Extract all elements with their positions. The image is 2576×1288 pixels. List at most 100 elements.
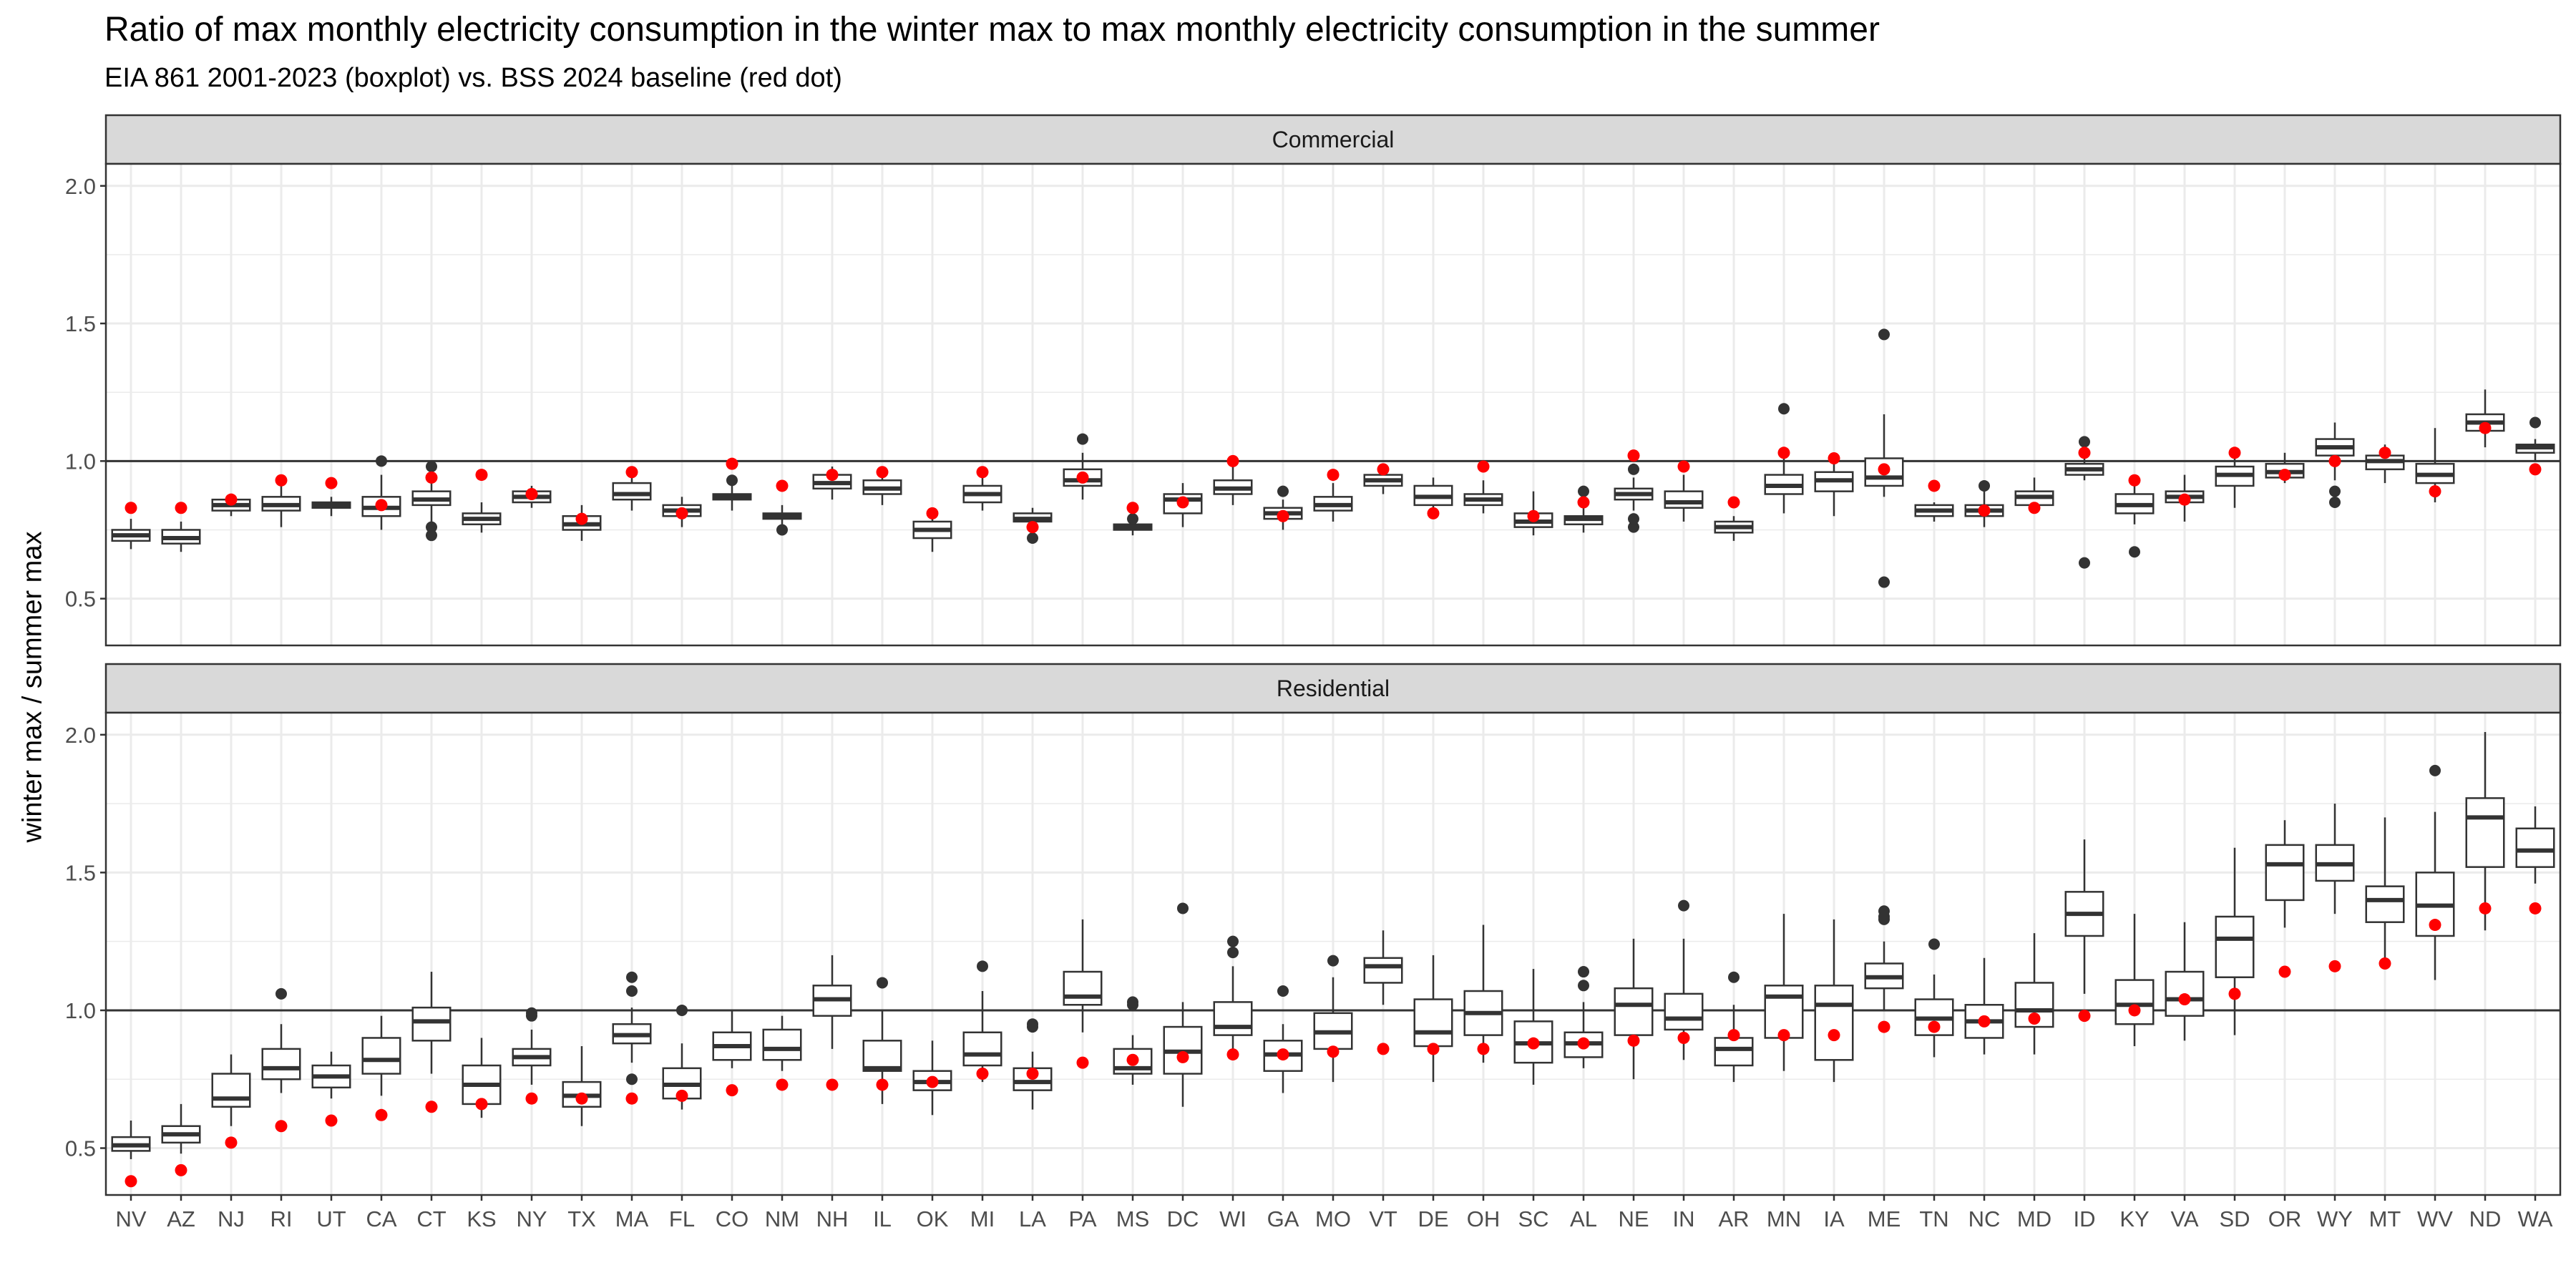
bss-baseline-dot-ca (375, 1108, 388, 1121)
x-tick-label: OK (917, 1206, 949, 1231)
x-tick-label: FL (669, 1206, 695, 1231)
bss-baseline-dot-ky (2128, 474, 2141, 487)
bss-baseline-dot-nc (1978, 1015, 1991, 1028)
outlier-wa (2529, 416, 2541, 429)
box-sd (2215, 915, 2255, 978)
box-wi (1213, 1001, 1253, 1036)
bss-baseline-dot-ut (325, 1114, 338, 1127)
y-tick-label: 1.5 (65, 311, 96, 336)
x-tick-label: NE (1618, 1206, 1649, 1231)
box-ia (1814, 985, 1854, 1061)
x-tick-label: TX (567, 1206, 596, 1231)
x-tick-label: DE (1418, 1206, 1448, 1231)
x-tick-label: ME (1868, 1206, 1901, 1231)
outlier-ar (1728, 971, 1740, 983)
bss-baseline-dot-co (726, 457, 738, 470)
x-tick-label: NV (115, 1206, 146, 1231)
bss-baseline-dot-wi (1226, 454, 1239, 467)
x-tick-label: NH (816, 1206, 849, 1231)
outlier-al (1578, 966, 1589, 978)
y-tick-label: 0.5 (65, 1136, 96, 1161)
box-ca (361, 1037, 401, 1075)
x-tick-label: IL (873, 1206, 892, 1231)
x-tick-label: IA (1823, 1206, 1845, 1231)
box-or (2265, 844, 2305, 902)
bss-baseline-dot-sd (2228, 987, 2241, 1000)
x-tick-label: IN (1673, 1206, 1695, 1231)
panel-border (104, 162, 2562, 647)
bss-baseline-dot-ok (926, 507, 939, 519)
bss-baseline-dot-tx (575, 1092, 588, 1105)
bss-baseline-dot-fl (675, 507, 688, 519)
bss-baseline-dot-ks (475, 1098, 488, 1111)
outlier-ms (1127, 513, 1138, 525)
x-tick-label: TN (1919, 1206, 1948, 1231)
bss-baseline-dot-ga (1277, 509, 1289, 522)
box-in (1664, 992, 1704, 1031)
x-tick-label: ID (2074, 1206, 2096, 1231)
bss-baseline-dot-la (1026, 521, 1039, 534)
bss-baseline-dot-co (726, 1084, 738, 1097)
bss-baseline-dot-mn (1777, 1029, 1790, 1042)
bss-baseline-dot-ri (275, 474, 288, 487)
y-tick-label: 0.5 (65, 587, 96, 612)
bss-baseline-dot-oh (1477, 1043, 1490, 1055)
y-tick-label: 1.0 (65, 998, 96, 1023)
bss-baseline-dot-ms (1126, 502, 1139, 514)
x-tick-label: PA (1068, 1206, 1096, 1231)
outlier-fl (676, 1004, 688, 1016)
bss-baseline-dot-ma (625, 1092, 638, 1105)
x-tick-label: GA (1267, 1206, 1299, 1231)
x-tick-label: VT (1369, 1206, 1397, 1231)
bss-baseline-dot-nd (2479, 421, 2492, 434)
outlier-wy (2329, 485, 2341, 497)
bss-baseline-dot-wv (2429, 485, 2441, 498)
bss-baseline-dot-ia (1828, 1029, 1840, 1042)
outlier-ny (526, 1007, 537, 1019)
bss-baseline-dot-or (2278, 469, 2291, 482)
outlier-wi (1227, 947, 1239, 959)
x-tick-label: SD (2219, 1206, 2250, 1231)
box-ar (1714, 1037, 1754, 1067)
box-ne (1614, 987, 1654, 1036)
x-tick-label: MS (1116, 1206, 1150, 1231)
box-ky (2114, 979, 2155, 1025)
bss-baseline-dot-nv (125, 1175, 137, 1188)
bss-baseline-dot-dc (1176, 1050, 1189, 1063)
bss-baseline-dot-ri (275, 1120, 288, 1133)
outlier-ga (1277, 985, 1289, 997)
box-nd (2465, 797, 2505, 868)
box-il (862, 1040, 902, 1072)
x-tick-label: VA (2170, 1206, 2198, 1231)
outlier-ma (626, 985, 638, 997)
x-tick-label: NM (765, 1206, 799, 1231)
bss-baseline-dot-ar (1727, 1029, 1740, 1042)
box-nj (211, 1073, 251, 1108)
bss-baseline-dot-mi (976, 1068, 989, 1080)
box-mi (962, 1031, 1002, 1067)
bss-baseline-dot-ga (1277, 1048, 1289, 1061)
outlier-tn (1928, 938, 1940, 950)
bss-baseline-dot-mo (1327, 1045, 1340, 1058)
bss-baseline-dot-ms (1126, 1053, 1139, 1066)
bss-baseline-dot-id (2078, 447, 2091, 459)
facet-strip (104, 663, 2562, 714)
bss-baseline-dot-ma (625, 466, 638, 479)
x-tick-label: ND (2469, 1206, 2502, 1231)
x-tick-label: AL (1570, 1206, 1597, 1231)
bss-baseline-dot-mo (1327, 469, 1340, 482)
chart-subtitle: EIA 861 2001-2023 (boxplot) vs. BSS 2024… (104, 63, 842, 93)
bss-baseline-dot-wv (2429, 919, 2441, 932)
bss-baseline-dot-il (876, 466, 889, 479)
outlier-ma (626, 1073, 638, 1085)
x-tick-label: OR (2268, 1206, 2302, 1231)
bss-baseline-dot-fl (675, 1089, 688, 1102)
bss-baseline-dot-nh (826, 469, 839, 482)
bss-baseline-dot-ks (475, 469, 488, 482)
bss-baseline-dot-dc (1176, 496, 1189, 509)
bss-baseline-dot-va (2178, 993, 2191, 1006)
bss-baseline-dot-sc (1527, 1037, 1540, 1050)
bss-baseline-dot-vt (1377, 463, 1390, 476)
box-ri (261, 1048, 301, 1080)
